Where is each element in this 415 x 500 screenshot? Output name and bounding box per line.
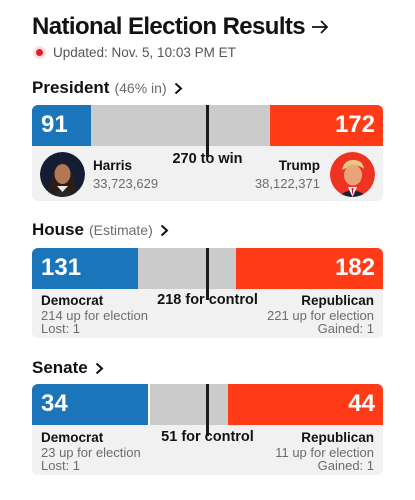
live-dot-icon	[33, 45, 46, 59]
senate-dem-up: 23 up for election	[41, 445, 141, 460]
senate-rep-up: 11 up for election	[275, 445, 374, 460]
house-dem-segment	[32, 248, 138, 289]
senate-dem-segment	[32, 384, 148, 425]
president-dem-total: 91	[41, 111, 68, 138]
chevron-right-icon	[95, 362, 104, 374]
senate-dem-change: Lost: 1	[41, 458, 81, 473]
senate-card[interactable]: 34 44 51 for control Democrat Republican…	[32, 384, 383, 475]
chevron-right-icon	[174, 82, 183, 94]
senate-heading: Senate	[32, 358, 88, 377]
president-dem-segment	[32, 105, 91, 146]
house-rep-label: Republican	[301, 293, 374, 308]
house-dem-change: Lost: 1	[41, 321, 81, 336]
house-dem-label: Democrat	[41, 293, 104, 308]
harris-votes: 33,723,629	[93, 176, 159, 191]
house-rep-segment	[236, 248, 383, 289]
trump-name: Trump	[278, 158, 320, 173]
trump-votes: 38,122,371	[254, 176, 320, 191]
president-section-link[interactable]: President (46% in)	[32, 77, 183, 99]
president-majority-line	[206, 105, 209, 157]
house-section-link[interactable]: House (Estimate)	[32, 219, 169, 241]
senate-dem-label: Democrat	[41, 430, 104, 445]
senate-rep-change: Gained: 1	[317, 458, 374, 473]
house-estimate-note: (Estimate)	[88, 222, 153, 238]
chevron-right-icon	[160, 224, 169, 236]
house-rep-up: 221 up for election	[267, 308, 374, 323]
arrow-right-icon	[312, 20, 329, 34]
senate-rep-label: Republican	[301, 430, 374, 445]
senate-dem-total: 34	[41, 390, 68, 417]
house-rep-change: Gained: 1	[317, 321, 374, 336]
senate-section-link[interactable]: Senate	[32, 357, 104, 379]
president-threshold: 270 to win	[172, 151, 243, 167]
house-dem-total: 131	[41, 254, 82, 281]
senate-rep-segment	[228, 384, 383, 425]
house-heading: House	[32, 220, 84, 239]
house-threshold: 218 for control	[157, 292, 258, 308]
trump-avatar	[330, 152, 375, 197]
house-majority-line	[206, 248, 209, 300]
president-card[interactable]: 91 172 270 to win Harris 33,723,629 Trum…	[32, 105, 383, 201]
results-title-link[interactable]: National Election Results	[32, 12, 329, 42]
senate-independent-divider	[148, 384, 150, 425]
house-rep-total: 182	[334, 254, 375, 281]
senate-rep-total: 44	[348, 390, 375, 417]
harris-name: Harris	[93, 158, 133, 173]
house-card[interactable]: 131 182 218 for control Democrat Republi…	[32, 248, 383, 338]
president-heading: President	[32, 78, 110, 97]
senate-majority-line	[206, 384, 209, 436]
harris-avatar	[40, 152, 85, 197]
update-status: Updated: Nov. 5, 10:03 PM ET	[33, 43, 236, 61]
senate-threshold: 51 for control	[161, 429, 254, 445]
president-reporting: (46% in)	[114, 80, 167, 96]
president-rep-segment	[270, 105, 383, 146]
page-title: National Election Results	[32, 13, 306, 40]
updated-time: Updated: Nov. 5, 10:03 PM ET	[53, 44, 236, 60]
house-dem-up: 214 up for election	[41, 308, 148, 323]
president-rep-total: 172	[334, 111, 375, 138]
